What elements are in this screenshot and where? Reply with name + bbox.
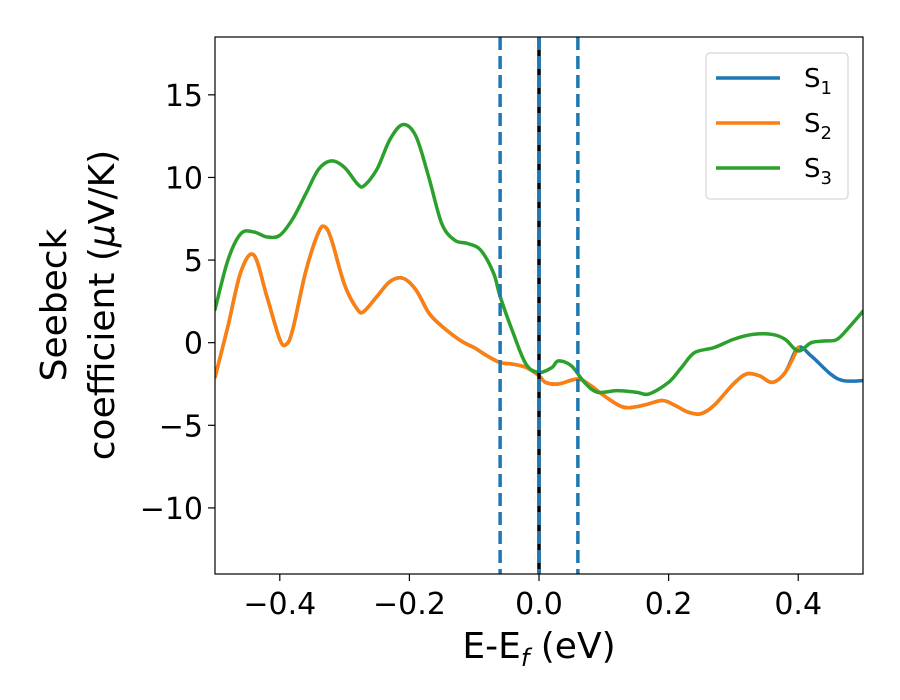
x-tick-label: 0.4 [774,587,822,622]
x-tick-label: 0.0 [515,587,563,622]
legend-label-s1: S1 [804,64,832,99]
legend-label-s3: S3 [804,154,832,189]
series-lines [215,122,863,416]
reference-lines [498,37,580,574]
x-tick-label: −0.4 [243,587,316,622]
y-tick-label: 5 [184,244,203,279]
legend-label-s2: S2 [804,109,832,144]
x-tick-label: −0.2 [373,587,446,622]
y-tick-label: −5 [159,409,203,444]
y-axis-title-line2: coefficient (μV/K) [82,150,123,460]
y-tick-label: 15 [165,79,203,114]
x-tick-label: 0.2 [645,587,693,622]
y-tick-label: 0 [184,327,203,362]
legend-box [705,52,849,200]
x-axis-ticks: −0.4 −0.2 0.0 0.2 0.4 [243,574,822,622]
series-line-s3 [215,122,863,397]
series-line-s2 [215,224,800,416]
y-tick-label: −10 [140,492,203,527]
y-axis-title: Seebeck coefficient (μV/K) [34,150,123,460]
x-axis-title: E-Ef (eV) [462,626,615,672]
y-axis-title-line1: Seebeck [34,228,75,381]
legend: S1 S2 S3 [705,52,849,200]
y-axis-ticks: −10 −5 0 5 10 15 [140,79,215,527]
y-tick-label: 10 [165,161,203,196]
